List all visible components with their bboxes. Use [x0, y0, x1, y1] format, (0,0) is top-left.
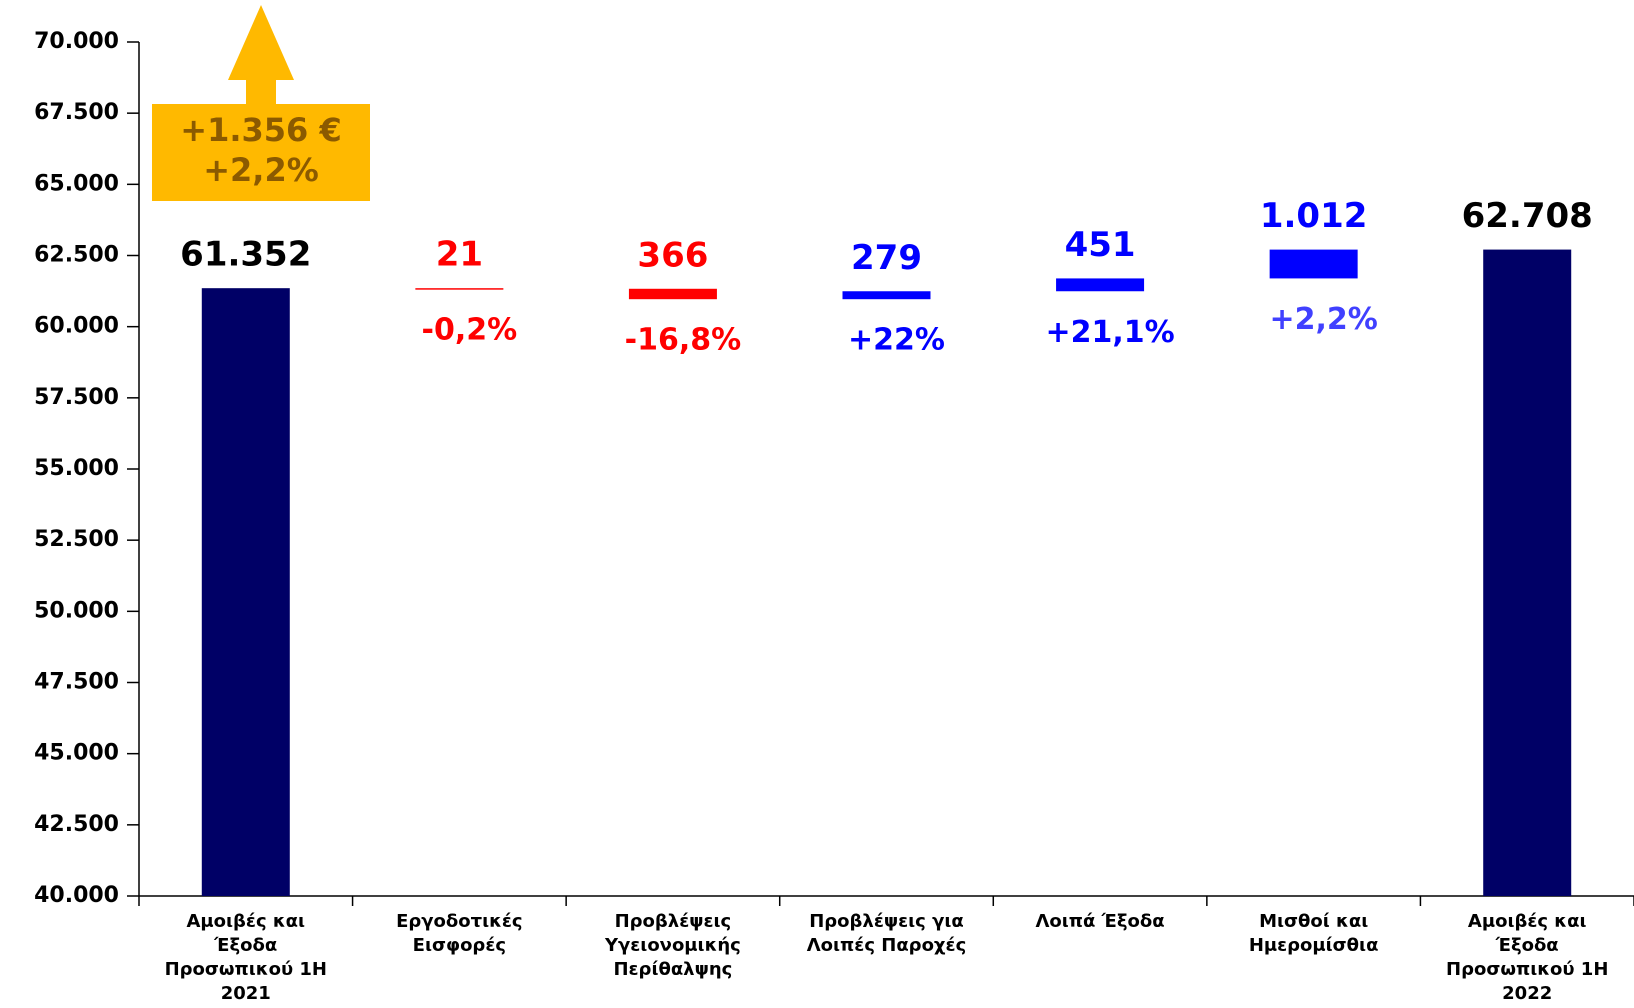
annotation-arrow [228, 5, 294, 104]
value-label: 21 [436, 235, 483, 275]
x-tick-label: Μισθοί και Ημερομίσθια [1248, 911, 1379, 956]
y-tick-label: 70.000 [34, 29, 119, 54]
value-label: 62.708 [1462, 196, 1593, 236]
y-tick-label: 47.500 [34, 670, 119, 695]
bar [1056, 278, 1145, 292]
y-tick-label: 67.500 [34, 100, 119, 125]
percent-label: -16,8% [625, 323, 742, 358]
value-label: 1.012 [1260, 196, 1368, 236]
value-label: 61.352 [180, 235, 311, 275]
bar [201, 288, 290, 896]
y-tick-label: 57.500 [34, 385, 119, 410]
y-tick-label: 60.000 [34, 314, 119, 339]
bar [1269, 249, 1358, 279]
annotation-text: +2,2% [203, 151, 319, 189]
percent-label: +21,1% [1045, 315, 1174, 350]
x-tick-label: Προβλέψεις Υγειονομικής Περίθαλψης [604, 911, 741, 980]
annotation-box [152, 104, 370, 201]
x-tick-label: Αμοιβές και Έξοδα Προσωπικού 1Η 2022 [1446, 911, 1609, 1004]
x-tick-label: Εργοδοτικές Εισφορές [396, 911, 523, 956]
percent-label: -0,2% [422, 312, 518, 347]
y-tick-label: 65.000 [34, 171, 119, 196]
bar [842, 291, 931, 300]
y-tick-label: 42.500 [34, 812, 119, 837]
annotation: +1.356 € +2,2% [152, 5, 370, 201]
x-tick-label: Προβλέψεις για Λοιπές Παροχές [806, 911, 967, 956]
y-tick-label: 45.000 [34, 741, 119, 766]
y-tick-label: 52.500 [34, 527, 119, 552]
percent-label: +22% [848, 323, 945, 358]
value-label: 451 [1065, 225, 1136, 265]
y-tick-label: 62.500 [34, 243, 119, 268]
value-label: 366 [637, 235, 708, 275]
x-tick-label: Αμοιβές και Έξοδα Προσωπικού 1Η 2021 [164, 911, 327, 1004]
y-tick-label: 55.000 [34, 456, 119, 481]
y-tick-label: 40.000 [34, 883, 119, 908]
annotation-text: +1.356 € [180, 111, 341, 149]
percent-label: +2,2% [1269, 302, 1377, 337]
value-label: 279 [851, 238, 922, 278]
y-tick-label: 50.000 [34, 598, 119, 623]
x-tick-label: Λοιπά Έξοδα [1035, 911, 1165, 932]
bar [628, 288, 717, 300]
bar [1483, 249, 1572, 897]
bar [415, 288, 504, 290]
